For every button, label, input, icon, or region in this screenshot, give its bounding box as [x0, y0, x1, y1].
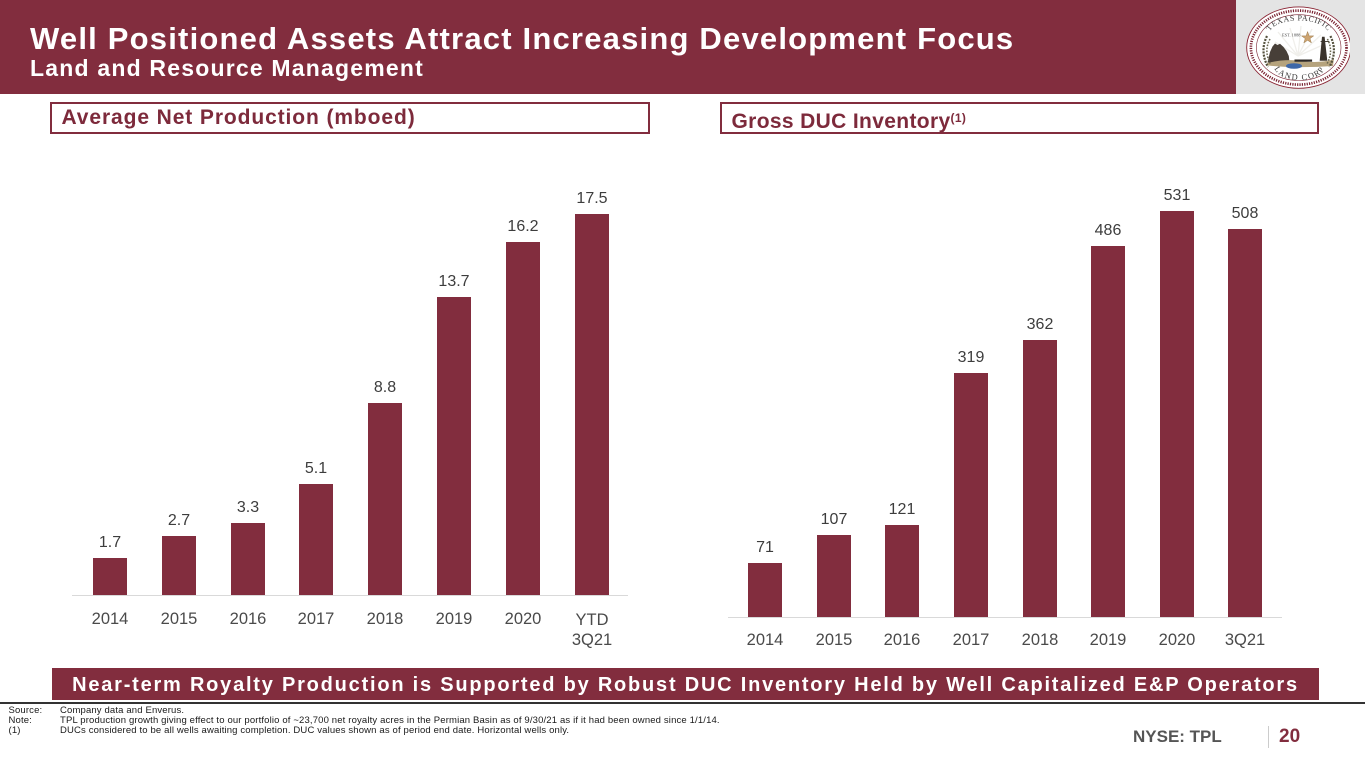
svg-text:EST. 1888: EST. 1888	[1282, 33, 1301, 38]
